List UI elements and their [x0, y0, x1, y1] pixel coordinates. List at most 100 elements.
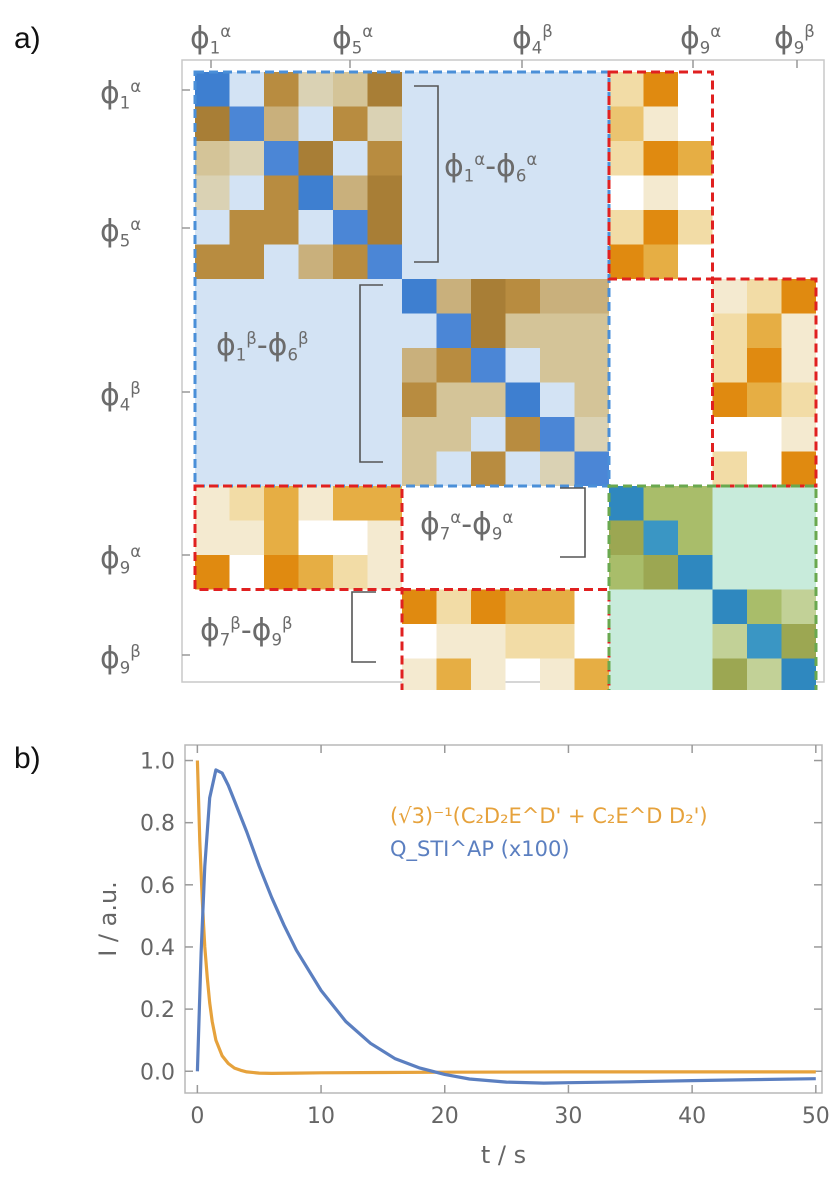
- matrix-cell: [712, 658, 747, 690]
- matrix-cell: [747, 624, 782, 659]
- matrix-cell: [540, 313, 575, 348]
- matrix-cell: [609, 244, 644, 279]
- matrix-left-label: ϕ1α: [100, 76, 141, 112]
- matrix-cell: [540, 348, 575, 383]
- matrix-cell: [678, 141, 713, 176]
- matrix-cell: [195, 520, 230, 555]
- matrix-left-label: ϕ9α: [100, 541, 141, 577]
- matrix-cell: [609, 141, 644, 176]
- matrix-cell: [195, 72, 230, 107]
- legend-label-qsti: Q_STI^AP (x100): [390, 837, 570, 862]
- matrix-cell: [505, 382, 540, 417]
- matrix-cell: [781, 348, 816, 383]
- matrix-cell: [471, 382, 506, 417]
- matrix-cell: [540, 417, 575, 452]
- matrix-cell: [264, 106, 299, 141]
- matrix-cell: [264, 141, 299, 176]
- matrix-cell: [436, 658, 471, 690]
- matrix-cell: [678, 486, 713, 521]
- legend-label-cd-correlation: (√3)⁻¹(C₂D₂E^D' + C₂E^D D₂'): [390, 804, 708, 828]
- matrix-top-label: ϕ1α: [190, 21, 231, 57]
- matrix-cell: [574, 658, 609, 690]
- x-tick-label: 20: [431, 1104, 459, 1129]
- matrix-cell: [298, 555, 333, 590]
- matrix-cell: [333, 106, 368, 141]
- matrix-cell: [678, 210, 713, 245]
- matrix-cell: [333, 555, 368, 590]
- matrix-cell: [195, 141, 230, 176]
- y-tick-label: 0.8: [140, 812, 175, 837]
- green-dashed-outline: [607, 484, 818, 690]
- matrix-cell: [402, 382, 437, 417]
- matrix-cell: [471, 589, 506, 624]
- matrix-cell: [367, 244, 402, 279]
- matrix-cell: [609, 210, 644, 245]
- matrix-cell: [643, 555, 678, 590]
- matrix-cell: [367, 141, 402, 176]
- matrix-cell: [471, 624, 506, 659]
- matrix-cell: [402, 658, 437, 690]
- matrix-cell: [402, 417, 437, 452]
- matrix-cell: [436, 624, 471, 659]
- matrix-cell: [574, 382, 609, 417]
- matrix-cell: [436, 313, 471, 348]
- matrix-cell: [712, 279, 747, 314]
- matrix-block-orange: [195, 486, 402, 590]
- matrix-cell: [781, 382, 816, 417]
- matrix-cell: [298, 244, 333, 279]
- matrix-cell: [264, 555, 299, 590]
- matrix-cell: [471, 348, 506, 383]
- bracket-triplet-alpha: [560, 487, 586, 558]
- matrix-top-label: ϕ9β: [774, 21, 815, 57]
- matrix-block-brown: [195, 72, 402, 279]
- matrix-cell: [781, 658, 816, 690]
- time-trace-chart: 0 10 20 30 40 50 0.0 0.2 0.4 0.6 0.8 1.0 t / s I / a.…: [94, 744, 830, 1169]
- matrix-cell: [540, 658, 575, 690]
- matrix-cell: [781, 589, 816, 624]
- matrix-cell: [747, 348, 782, 383]
- matrix-cell: [712, 451, 747, 486]
- matrix-cell: [264, 175, 299, 210]
- matrix-cell: [712, 382, 747, 417]
- matrix-cell: [747, 589, 782, 624]
- matrix-cell: [609, 486, 644, 521]
- matrix-cell: [367, 210, 402, 245]
- matrix-top-label: ϕ4β: [512, 21, 553, 57]
- matrix-cell: [367, 486, 402, 521]
- y-tick-label: 0.2: [140, 998, 175, 1023]
- matrix-cell: [781, 279, 816, 314]
- matrix-cell: [471, 451, 506, 486]
- matrix-figure: ϕ1α ϕ5α ϕ4β ϕ9α ϕ9β ϕ1α ϕ5α ϕ4β ϕ9α ϕ9β ϕ1α-ϕ6α ϕ1β…: [100, 21, 825, 690]
- matrix-cell: [781, 624, 816, 659]
- matrix-cell: [436, 279, 471, 314]
- block-label-triplet-alpha: ϕ7α-ϕ9α: [420, 507, 513, 543]
- matrix-cell: [195, 555, 230, 590]
- matrix-cell: [195, 106, 230, 141]
- matrix-cell: [643, 520, 678, 555]
- matrix-cell: [367, 555, 402, 590]
- block-label-beta: ϕ1β-ϕ6β: [216, 328, 308, 364]
- matrix-cell: [298, 175, 333, 210]
- x-tick-label: 40: [678, 1104, 706, 1129]
- matrix-cell: [229, 486, 264, 521]
- matrix-cell: [574, 451, 609, 486]
- matrix-cell: [471, 658, 506, 690]
- matrix-cell: [712, 589, 747, 624]
- x-axis-label: t / s: [481, 1141, 526, 1169]
- matrix-cell: [747, 279, 782, 314]
- matrix-cell: [643, 175, 678, 210]
- matrix-cell: [436, 589, 471, 624]
- matrix-cell: [540, 589, 575, 624]
- matrix-cell: [298, 72, 333, 107]
- matrix-cell: [643, 72, 678, 107]
- matrix-cell: [367, 72, 402, 107]
- plot-frame: [184, 744, 823, 1094]
- block-label-alpha: ϕ1α-ϕ6α: [444, 149, 537, 185]
- matrix-top-label: ϕ9α: [680, 21, 721, 57]
- matrix-cell: [471, 279, 506, 314]
- matrix-cell: [505, 624, 540, 659]
- matrix-cell: [747, 382, 782, 417]
- matrix-cell: [298, 141, 333, 176]
- bracket-beta: [359, 284, 383, 463]
- matrix-left-label: ϕ9β: [100, 641, 141, 677]
